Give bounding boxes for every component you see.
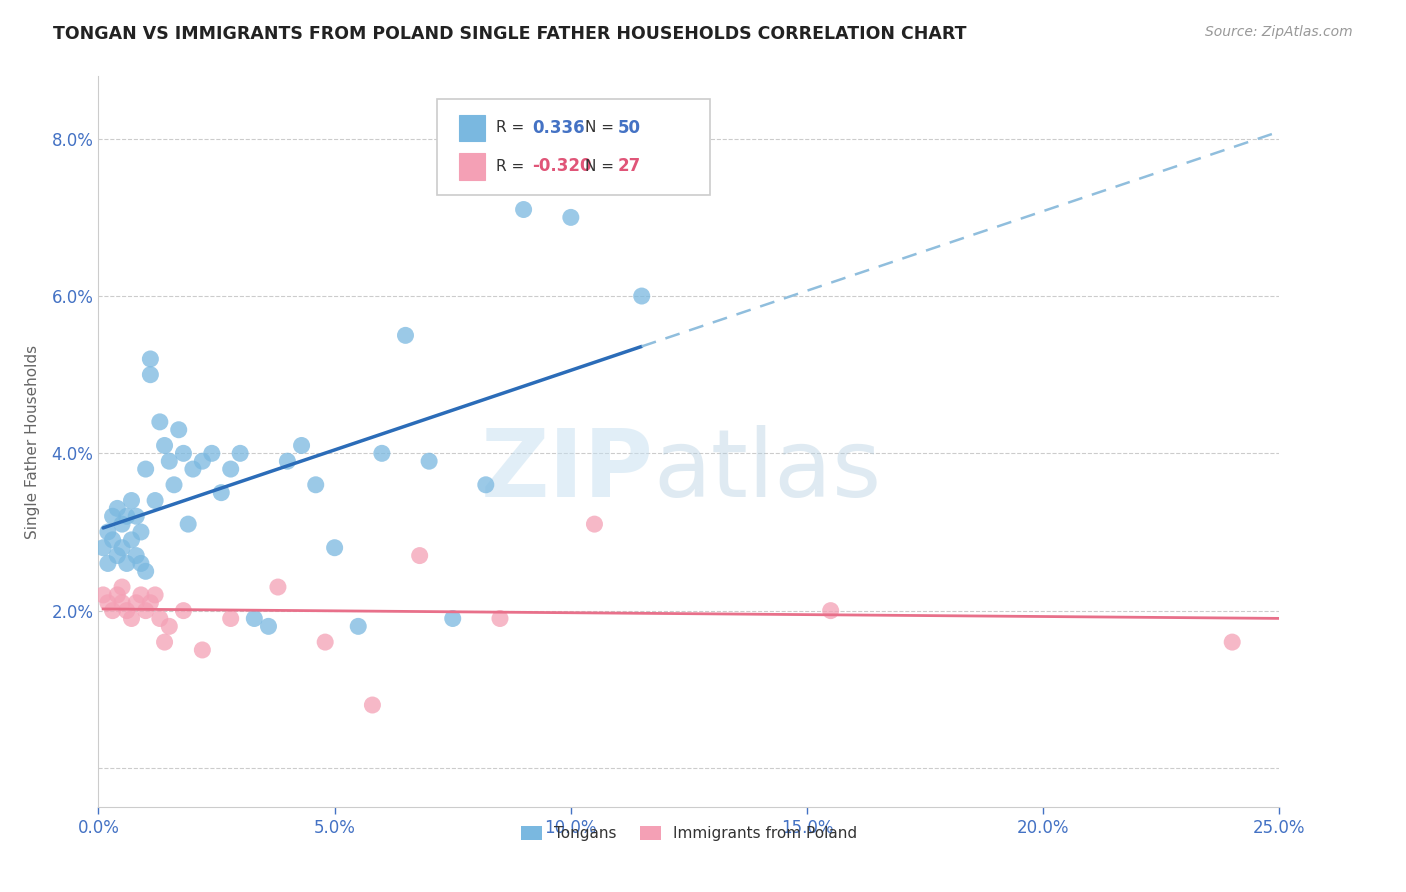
FancyBboxPatch shape <box>437 99 710 195</box>
Point <box>820 604 842 618</box>
Point <box>97 524 120 539</box>
Point <box>139 596 162 610</box>
Point <box>583 517 606 532</box>
Point <box>276 454 298 468</box>
Point <box>139 368 162 382</box>
Point <box>91 541 114 555</box>
Point <box>125 596 148 610</box>
Point <box>111 541 134 555</box>
Y-axis label: Single Father Households: Single Father Households <box>25 344 41 539</box>
Point <box>135 604 157 618</box>
FancyBboxPatch shape <box>458 115 485 141</box>
Point <box>172 446 194 460</box>
Point <box>167 423 190 437</box>
Text: R =: R = <box>496 159 530 174</box>
Point <box>97 557 120 571</box>
Point <box>243 611 266 625</box>
Point <box>129 524 152 539</box>
Point <box>129 588 152 602</box>
Point <box>157 619 180 633</box>
Text: atlas: atlas <box>654 425 882 516</box>
Text: N =: N = <box>585 159 614 174</box>
Point <box>139 351 162 366</box>
Point <box>105 501 128 516</box>
Text: -0.320: -0.320 <box>531 158 592 176</box>
Legend: Tongans, Immigrants from Poland: Tongans, Immigrants from Poland <box>515 820 863 847</box>
Point <box>125 509 148 524</box>
Point <box>143 493 166 508</box>
Point <box>229 446 252 460</box>
Point <box>1220 635 1243 649</box>
Point <box>125 549 148 563</box>
Text: ZIP: ZIP <box>481 425 654 516</box>
Point <box>101 604 124 618</box>
Point <box>219 462 242 476</box>
Point <box>163 477 186 491</box>
Point <box>181 462 204 476</box>
Point <box>121 493 143 508</box>
Point <box>201 446 224 460</box>
Text: Source: ZipAtlas.com: Source: ZipAtlas.com <box>1205 25 1353 39</box>
Text: 0.336: 0.336 <box>531 119 585 136</box>
Point <box>172 604 194 618</box>
Point <box>267 580 290 594</box>
Point <box>418 454 440 468</box>
Point <box>105 549 128 563</box>
Point <box>101 509 124 524</box>
FancyBboxPatch shape <box>458 153 485 179</box>
Point <box>111 596 134 610</box>
Point <box>361 698 384 712</box>
Point <box>323 541 346 555</box>
Point <box>257 619 280 633</box>
Point <box>177 517 200 532</box>
Point <box>115 604 138 618</box>
Point <box>153 635 176 649</box>
Text: R =: R = <box>496 120 530 136</box>
Point <box>408 549 430 563</box>
Point <box>191 454 214 468</box>
Point <box>105 588 128 602</box>
Point <box>101 533 124 547</box>
Point <box>135 462 157 476</box>
Text: 50: 50 <box>619 119 641 136</box>
Point <box>489 611 512 625</box>
Text: 27: 27 <box>619 158 641 176</box>
Point <box>441 611 464 625</box>
Text: N =: N = <box>585 120 614 136</box>
Point <box>91 588 114 602</box>
Point <box>143 588 166 602</box>
Point <box>121 533 143 547</box>
Point <box>135 564 157 578</box>
Point <box>111 517 134 532</box>
Point <box>512 202 534 217</box>
Point <box>314 635 336 649</box>
Point <box>305 477 328 491</box>
Point <box>371 446 394 460</box>
Point <box>209 485 232 500</box>
Point <box>153 438 176 452</box>
Point <box>560 211 582 225</box>
Point <box>219 611 242 625</box>
Point <box>129 557 152 571</box>
Point <box>149 611 172 625</box>
Point <box>97 596 120 610</box>
Point <box>157 454 180 468</box>
Point <box>149 415 172 429</box>
Point <box>290 438 312 452</box>
Point <box>191 643 214 657</box>
Point <box>115 557 138 571</box>
Point <box>394 328 416 343</box>
Point <box>475 477 498 491</box>
Point <box>121 611 143 625</box>
Point <box>111 580 134 594</box>
Point <box>115 509 138 524</box>
Text: TONGAN VS IMMIGRANTS FROM POLAND SINGLE FATHER HOUSEHOLDS CORRELATION CHART: TONGAN VS IMMIGRANTS FROM POLAND SINGLE … <box>53 25 967 43</box>
Point <box>630 289 652 303</box>
Point <box>347 619 370 633</box>
